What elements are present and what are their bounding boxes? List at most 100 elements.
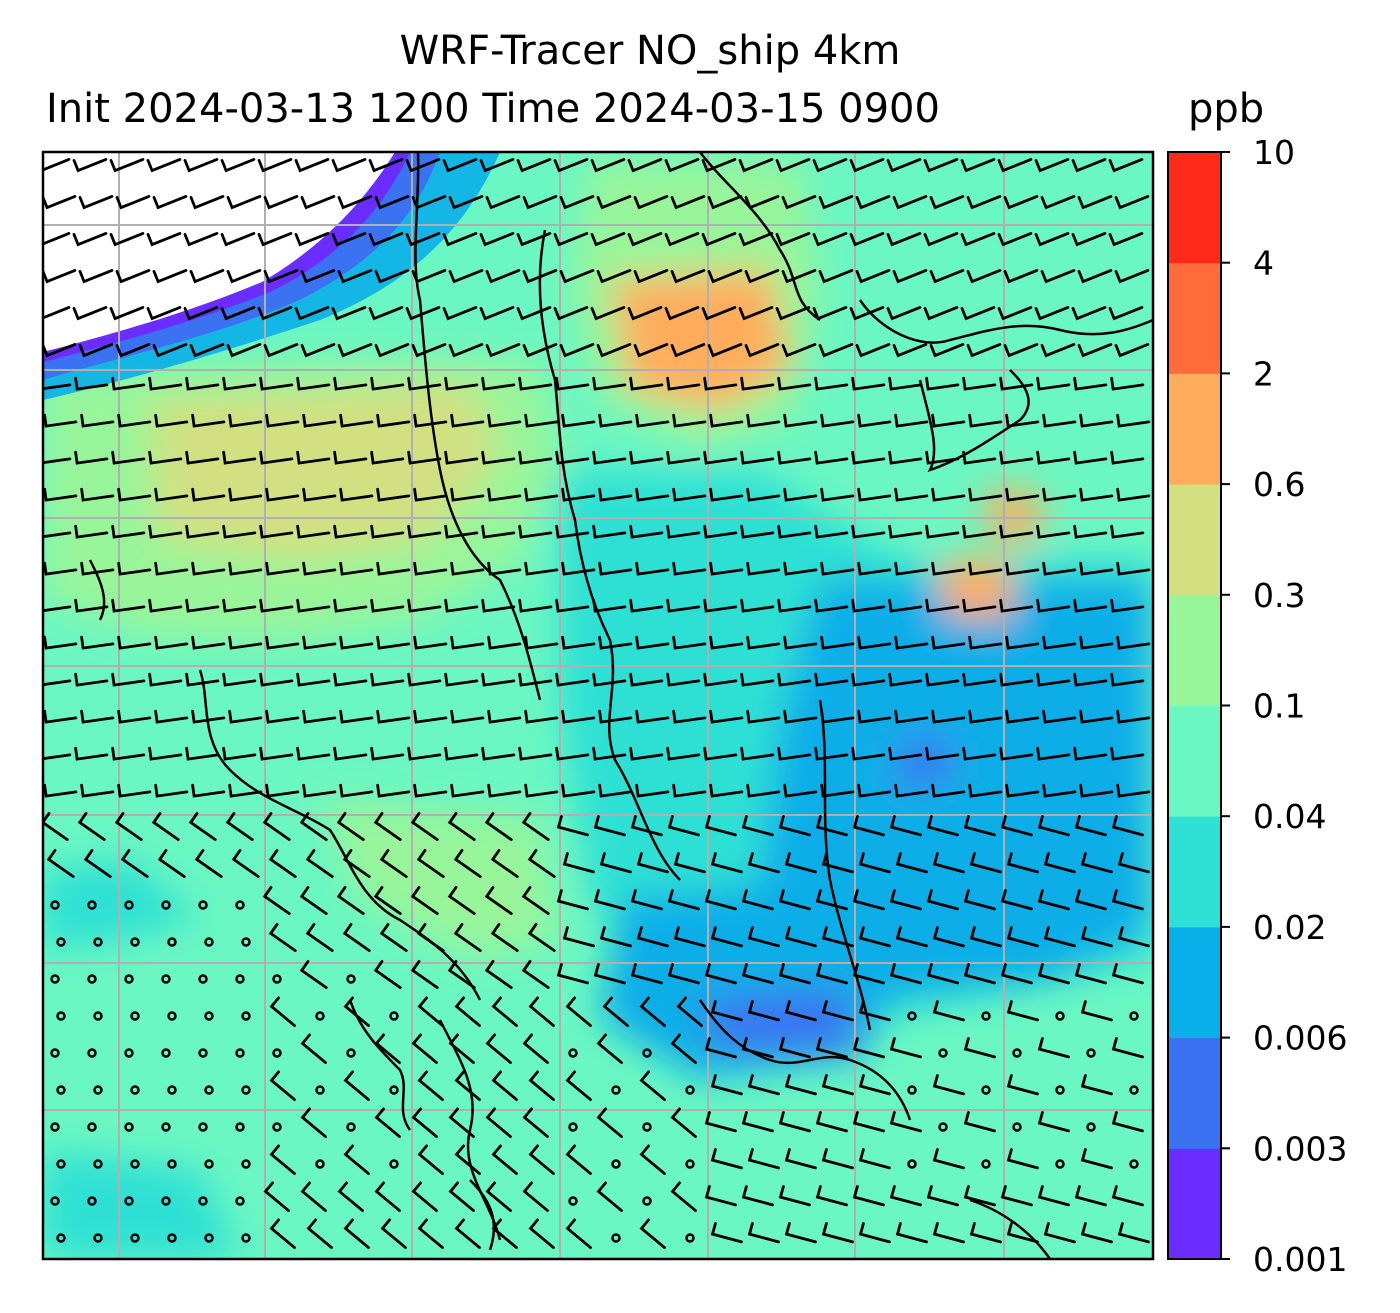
wind-barb [814,524,849,539]
wind-barb [257,232,293,247]
wind-barb [740,746,775,761]
wind-barb [666,672,701,687]
wind-barb [784,926,817,948]
wind-barb [411,269,447,284]
wind-barb [331,232,367,247]
wind-barb [741,889,774,911]
wind-barb [820,561,855,576]
wind-barb [889,1185,922,1207]
wind-barb [592,598,627,613]
calm-wind-marker [93,1159,103,1169]
wind-barb [448,1107,475,1138]
wind-barb [925,746,960,761]
wind-barb [999,746,1034,761]
wind-barb [857,709,892,724]
wind-barb [222,450,257,465]
gridlines [43,152,1153,1259]
wind-barb [331,306,367,321]
colorbar-segment [1168,705,1221,817]
wind-barb [448,343,484,358]
wind-barb [670,1181,697,1212]
wind-barb [1108,232,1144,247]
wind-barb [1005,709,1040,724]
wind-barb [1006,1222,1039,1244]
wind-barb [1037,889,1070,911]
wind-barb [262,886,291,915]
wind-barb [590,232,626,247]
calm-wind-marker [642,1122,652,1132]
wind-barb [413,487,448,502]
wind-barb [370,450,405,465]
calm-wind-marker [93,1011,103,1021]
colorbar-segment [1168,926,1221,1039]
wind-barb [555,450,590,465]
wind-barb [1080,1148,1113,1170]
wind-barb [629,376,664,391]
calm-wind-marker [93,937,103,947]
wind-barb [932,1222,965,1244]
wind-barb [417,996,444,1027]
wind-barb [968,413,1003,428]
wind-barb [667,963,700,985]
wind-barb [300,1181,327,1212]
wind-barb [740,672,775,687]
wind-barb [43,269,77,284]
calm-wind-marker [50,900,60,910]
calm-wind-marker [611,1233,621,1243]
wind-barb [1036,450,1071,465]
wind-barb [923,158,959,173]
calm-wind-marker [161,1196,171,1206]
wind-barb [553,158,589,173]
wind-barb [43,457,72,465]
colorbar-segment [1168,816,1221,928]
wind-barb [703,598,738,613]
wind-barb [1079,561,1114,576]
wind-barb [342,849,371,878]
wind-barb [783,487,818,502]
wind-barb [704,963,737,985]
wind-barb [1005,561,1040,576]
wind-barb [117,561,152,576]
wind-barb [413,561,448,576]
calm-wind-marker [50,1196,60,1206]
wind-barb [894,783,929,798]
wind-barb [639,1218,666,1249]
wind-barb [1108,306,1144,321]
wind-barb [1036,746,1071,761]
wind-barb [485,1107,512,1138]
wind-barb [1000,1185,1033,1207]
wind-barb [194,849,223,878]
wind-barb [1077,343,1113,358]
calm-wind-marker [1086,1122,1096,1132]
wind-barb [1003,195,1039,210]
colorbar-segment [1168,1148,1221,1260]
wind-barb [775,306,811,321]
plot-title-line2: Init 2024-03-13 1200 Time 2024-03-15 090… [46,86,940,132]
calm-wind-marker [50,974,60,984]
colorbar: 0.001 0.003 0.006 0.02 0.04 0.1 0.3 0.6 2 4 10 [1167,133,1347,1279]
wind-barb [417,1218,444,1249]
wind-barb [294,232,330,247]
wind-barb [777,746,812,761]
wind-barb [450,635,485,650]
wind-barb [666,450,701,465]
wind-barb [148,746,183,761]
wind-barb [528,1070,555,1101]
wind-barb [814,376,849,391]
wind-barb [931,783,966,798]
wind-barb [189,269,225,284]
wind-barb [968,561,1003,576]
wind-barb [932,926,965,948]
wind-barb [1110,672,1145,687]
wind-barb [781,343,817,358]
wind-barb [931,709,966,724]
wind-barb [524,709,559,724]
wind-barb [442,306,478,321]
wind-barb [596,269,632,284]
wind-barb [1003,343,1039,358]
wind-barb [294,306,330,321]
wind-barb [302,635,337,650]
wind-barb [411,195,447,210]
wind-barb [528,1218,555,1249]
wind-barb [923,232,959,247]
